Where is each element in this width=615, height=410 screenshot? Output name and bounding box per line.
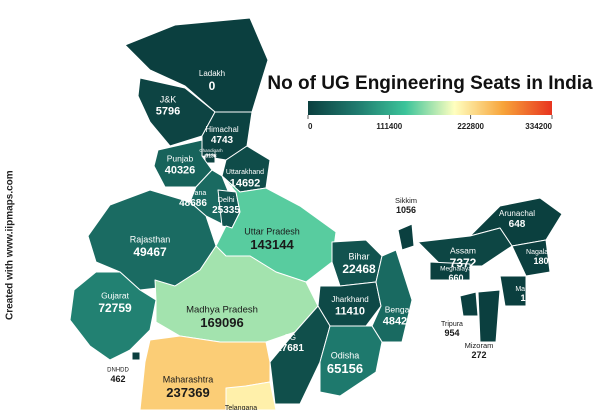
regions [69, 17, 563, 410]
colorbar-tick-label: 0 [308, 122, 313, 131]
region-value: 40326 [165, 164, 196, 176]
region-name: Telangana [225, 405, 257, 410]
region-value: 17681 [276, 343, 304, 354]
region-value: 65156 [327, 361, 363, 376]
region-name: Maharashtra [163, 374, 214, 384]
region-name: Nagaland [526, 249, 556, 256]
region-value: 3138 [205, 154, 216, 160]
region-value: 180 [533, 256, 548, 266]
region-value: 4743 [211, 135, 234, 146]
region-name: Delhi [217, 195, 234, 204]
region-name: Uttar Pradesh [244, 226, 300, 236]
region-name: Ladakh [199, 69, 225, 78]
colorbar [308, 101, 552, 115]
region-value: 660 [448, 273, 463, 283]
region-name: Haryana [180, 190, 207, 197]
region [319, 325, 383, 397]
region-name: Gujarat [101, 290, 130, 300]
credit: Created with www.iipmaps.com [5, 170, 16, 320]
region-name: Mizoram [465, 341, 494, 350]
region-name: Himachal [205, 125, 239, 134]
region-value: 186 [520, 293, 535, 303]
region-value: 14692 [230, 177, 261, 189]
region-value: 49467 [133, 245, 167, 259]
region-name: Sikkim [395, 196, 417, 205]
region-value: 954 [444, 328, 459, 338]
region-value: 5796 [156, 105, 180, 117]
region-labels: Ladakh0J&K5796Himachal4743Chandigarh3138… [98, 69, 556, 410]
region-name: Chandigarh [199, 148, 223, 153]
region-value: 0 [209, 79, 216, 93]
region [511, 239, 551, 277]
region-value: 272 [471, 350, 486, 360]
colorbar-tick-label: 111400 [376, 122, 402, 131]
region-name: Bengal [385, 304, 412, 314]
region-name: CG [284, 333, 296, 342]
region-name: Bihar [348, 251, 369, 261]
region [69, 271, 157, 361]
region [225, 381, 277, 410]
region [397, 223, 415, 251]
region-name: Madhya Pradesh [186, 305, 258, 316]
region-name: Punjab [167, 153, 194, 163]
region-value: 11410 [335, 305, 365, 317]
region-name: Arunachal [499, 209, 535, 218]
region-value: 48426 [383, 315, 414, 327]
region-value: 462 [110, 374, 125, 384]
region [459, 291, 479, 317]
region-value: 169096 [200, 315, 243, 330]
region-name: Odisha [331, 350, 360, 360]
region [137, 77, 216, 147]
region-name: Jharkhand [331, 295, 368, 304]
region-name: Meghalaya [440, 266, 472, 273]
region-name: Rajasthan [130, 234, 171, 244]
region-name: Tripura [441, 321, 463, 328]
region-name: DNHDD [107, 368, 129, 374]
colorbar-ticks: 0 111400 222800 334200 [307, 115, 553, 131]
region [371, 249, 413, 343]
chart-title: No of UG Engineering Seats in India [267, 73, 593, 94]
region-name: Manipur [515, 286, 541, 293]
region [131, 351, 141, 361]
region-name: Assam [450, 245, 476, 255]
region-name: Uttarakhand [226, 169, 264, 176]
region-value: 237369 [166, 385, 209, 400]
region-value: 48686 [179, 198, 207, 209]
region [477, 289, 501, 343]
region-value: 22468 [342, 262, 376, 276]
region-value: 1056 [396, 205, 416, 215]
colorbar-tick-label: 334200 [525, 122, 552, 131]
region-value: 72759 [98, 301, 132, 315]
region-name: J&K [160, 94, 177, 104]
region [269, 305, 331, 405]
colorbar-tick-label: 222800 [457, 122, 484, 131]
region-value: 648 [509, 219, 526, 230]
region [499, 275, 527, 307]
region [154, 245, 319, 343]
region-value: 7372 [450, 256, 477, 270]
region-value: 143144 [250, 237, 294, 252]
region-value: 25335 [212, 205, 240, 216]
region [429, 261, 471, 281]
